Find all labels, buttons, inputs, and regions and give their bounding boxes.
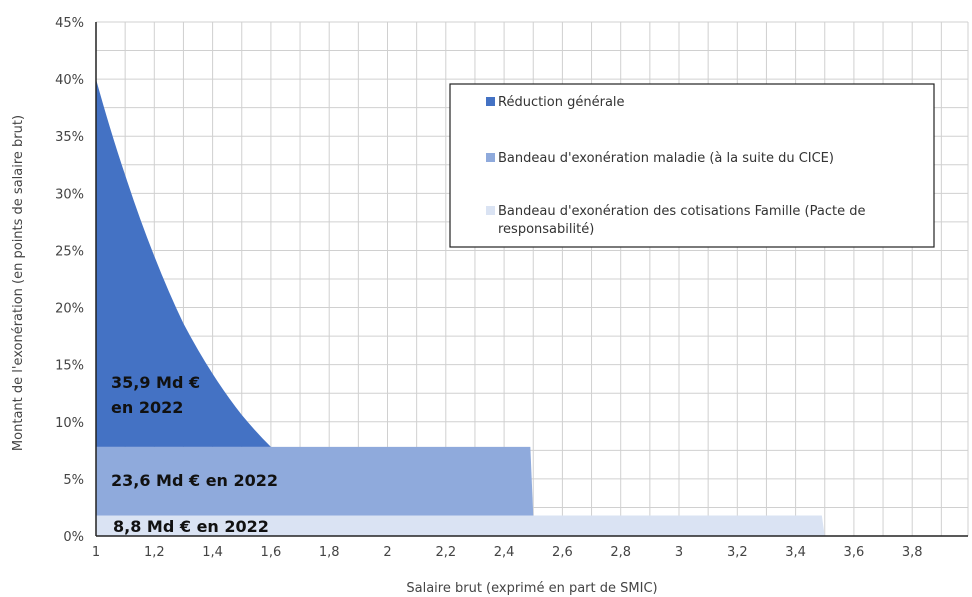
legend-box [449, 83, 935, 248]
x-tick-label: 3,2 [727, 545, 748, 560]
x-tick-label: 3 [675, 545, 683, 560]
data-label-reduction-generale: 35,9 Md € [111, 373, 200, 392]
y-tick-label: 10% [55, 416, 84, 431]
legend-swatch-bandeau-maladie [486, 153, 495, 162]
y-tick-label: 25% [55, 244, 84, 259]
x-tick-label: 2 [383, 545, 391, 560]
data-labels: 35,9 Md € en 2022 23,6 Md € en 2022 8,8 Md … [111, 373, 278, 536]
y-tick-label: 5% [63, 473, 84, 488]
legend-label-bandeau-famille: Bandeau d'exonération des cotisations Fa… [498, 204, 865, 219]
x-tick-label: 2,6 [552, 545, 573, 560]
x-axis-title: Salaire brut (exprimé en part de SMIC) [406, 581, 657, 596]
data-label-bandeau-maladie: 23,6 Md € en 2022 [111, 471, 278, 490]
data-label-bandeau-famille: 8,8 Md € en 2022 [113, 517, 269, 536]
area-bandeau-famille [96, 515, 825, 536]
area-series [96, 79, 825, 536]
x-tick-label: 1,4 [202, 545, 223, 560]
y-tick-label: 35% [55, 130, 84, 145]
x-tick-labels: 1 1,2 1,4 1,6 1,8 2 2,2 2,4 2,6 2,8 3 3,2 3,4 3,6 3,8 [92, 545, 923, 560]
legend-swatch-bandeau-famille [486, 206, 495, 215]
legend-swatch-reduction-generale [486, 97, 495, 106]
y-tick-label: 45% [55, 16, 84, 31]
x-tick-label: 3,8 [902, 545, 923, 560]
y-tick-label: 20% [55, 302, 84, 317]
legend-label-reduction-generale: Réduction générale [498, 95, 625, 110]
data-label-reduction-generale-year: en 2022 [111, 398, 183, 417]
axes [95, 22, 968, 537]
x-tick-label: 2,8 [610, 545, 631, 560]
x-tick-label: 2,2 [435, 545, 456, 560]
x-tick-label: 1,6 [261, 545, 282, 560]
y-tick-label: 40% [55, 73, 84, 88]
y-tick-label: 0% [63, 530, 84, 545]
area-bandeau-maladie [96, 446, 534, 516]
y-axis-title: Montant de l'exonération (en points de s… [11, 115, 26, 451]
y-tick-label: 15% [55, 359, 84, 374]
x-tick-label: 2,4 [494, 545, 515, 560]
x-tick-label: 1 [92, 545, 100, 560]
area-reduction-generale [96, 79, 271, 447]
legend-label-bandeau-maladie: Bandeau d'exonération maladie (à la suit… [498, 151, 834, 166]
x-tick-label: 3,4 [785, 545, 806, 560]
legend-label-bandeau-famille-line2: responsabilité) [498, 222, 594, 237]
y-tick-label: 30% [55, 187, 84, 202]
y-tick-labels: 0% 5% 10% 15% 20% 25% 30% 35% 40% 45% [55, 16, 84, 545]
legend: Réduction générale Bandeau d'exonération… [449, 83, 935, 248]
x-tick-label: 1,8 [319, 545, 340, 560]
x-tick-label: 3,6 [844, 545, 865, 560]
x-tick-label: 1,2 [144, 545, 165, 560]
